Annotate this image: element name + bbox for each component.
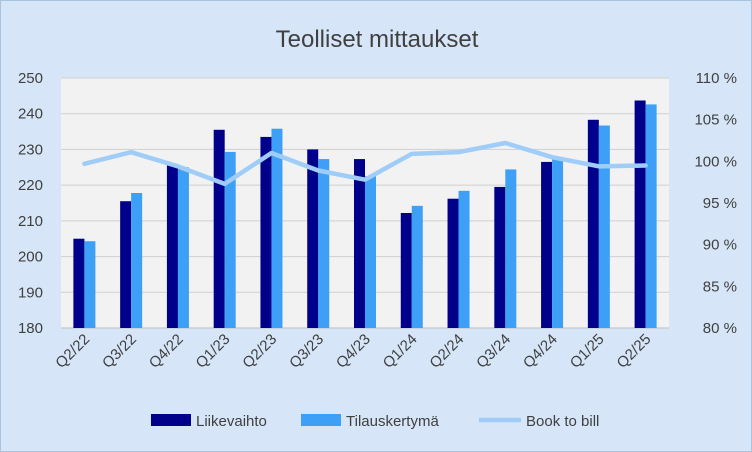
x-tick-label: Q4/22: [146, 331, 187, 372]
bar-liikevaihto-Q1-23: [213, 129, 225, 328]
bar-tilauskertymä-Q2-22: [84, 241, 96, 328]
bar-tilauskertymä-Q4-24: [552, 158, 564, 328]
bar-liikevaihto-Q2-22: [73, 238, 85, 328]
bar-liikevaihto-Q2-23: [260, 136, 272, 328]
point-book-to-bill-Q1-24: [411, 153, 413, 155]
bar-liikevaihto-Q1-24: [400, 213, 412, 328]
bar-tilauskertymä-Q4-22: [177, 167, 189, 328]
legend-swatch-tilauskertymä: [301, 414, 341, 426]
point-book-to-bill-Q4-24: [551, 156, 553, 158]
bar-tilauskertymä-Q4-23: [365, 176, 376, 328]
left-axis: 180 190 200 210 220 230 240 250: [18, 70, 43, 337]
point-book-to-bill-Q2-23: [270, 152, 272, 154]
bar-liikevaihto-Q3-22: [120, 201, 132, 328]
right-tick-label: 95 %: [703, 195, 737, 212]
point-book-to-bill-Q3-24: [504, 142, 506, 144]
x-tick-label: Q1/25: [567, 331, 608, 372]
right-tick-label: 80 %: [703, 320, 737, 337]
bar-liikevaihto-Q2-25: [634, 100, 646, 328]
x-tick-label: Q1/24: [380, 331, 421, 372]
bar-tilauskertymä-Q1-23: [224, 151, 236, 328]
bar-tilauskertymä-Q2-25: [645, 104, 657, 328]
bar-tilauskertymä-Q3-23: [318, 159, 330, 328]
bar-tilauskertymä-Q2-24: [458, 190, 470, 328]
left-tick-label: 200: [18, 249, 43, 266]
point-book-to-bill-Q2-24: [458, 151, 460, 153]
chart-title: Teolliset mittaukset: [276, 26, 479, 53]
x-tick-label: Q2/22: [52, 331, 93, 372]
right-tick-label: 100 %: [694, 153, 737, 170]
bar-tilauskertymä-Q1-24: [411, 205, 423, 328]
left-tick-label: 210: [18, 213, 43, 230]
bar-tilauskertymä-Q3-24: [505, 169, 517, 328]
x-tick-label: Q2/24: [426, 331, 467, 372]
x-tick-label: Q3/23: [286, 331, 327, 372]
left-tick-label: 190: [18, 284, 43, 301]
x-axis: Q2/22 Q3/22 Q4/22 Q1/23 Q2/23 Q3/23 Q4/23 Q1/24…: [52, 331, 654, 372]
x-tick-label: Q3/22: [99, 331, 140, 372]
legend-swatch-liikevaihto: [151, 414, 191, 426]
bar-liikevaihto-Q1-25: [587, 119, 599, 329]
point-book-to-bill-Q3-22: [130, 151, 132, 153]
point-book-to-bill-Q1-23: [224, 183, 226, 185]
left-tick-label: 220: [18, 177, 43, 194]
x-tick-label: Q4/23: [333, 331, 374, 372]
bar-tilauskertymä-Q3-22: [131, 193, 143, 328]
legend: Liikevaihto Tilauskertymä Book to bill: [151, 413, 599, 430]
bar-liikevaihto-Q4-22: [166, 165, 178, 328]
bar-tilauskertymä-Q2-23: [271, 128, 283, 328]
right-tick-label: 105 %: [694, 112, 737, 129]
bar-liikevaihto-Q4-24: [541, 161, 553, 328]
x-tick-label: Q1/23: [193, 331, 234, 372]
left-tick-label: 240: [18, 106, 43, 123]
point-book-to-bill-Q2-22: [83, 163, 85, 165]
bars-group: [73, 100, 657, 329]
left-tick-label: 250: [18, 70, 43, 87]
right-tick-label: 110 %: [696, 70, 737, 87]
left-tick-label: 230: [18, 141, 43, 158]
x-tick-label: Q2/25: [614, 331, 655, 372]
bar-liikevaihto-Q3-23: [307, 149, 319, 328]
x-tick-label: Q2/23: [239, 331, 280, 372]
right-tick-label: 85 %: [703, 278, 737, 295]
point-book-to-bill-Q4-23: [364, 179, 366, 181]
legend-label: Liikevaihto: [196, 413, 267, 430]
legend-label: Book to bill: [526, 413, 599, 430]
legend-label: Tilauskertymä: [346, 413, 439, 430]
point-book-to-bill-Q4-22: [177, 165, 179, 167]
bar-liikevaihto-Q3-24: [494, 186, 506, 328]
point-book-to-bill-Q1-25: [598, 165, 600, 167]
left-tick-label: 180: [18, 320, 43, 337]
bar-liikevaihto-Q2-24: [447, 198, 459, 328]
right-axis: 80 % 85 % 90 % 95 % 100 % 105 % 110 %: [694, 70, 737, 337]
right-tick-label: 90 %: [703, 237, 737, 254]
point-book-to-bill-Q3-23: [317, 170, 319, 171]
x-tick-label: Q4/24: [520, 331, 561, 372]
point-book-to-bill-Q2-25: [645, 165, 647, 166]
line-group: [82, 140, 648, 187]
bar-liikevaihto-Q4-23: [354, 159, 365, 328]
bar-tilauskertymä-Q1-25: [598, 125, 610, 328]
x-tick-label: Q3/24: [473, 331, 514, 372]
